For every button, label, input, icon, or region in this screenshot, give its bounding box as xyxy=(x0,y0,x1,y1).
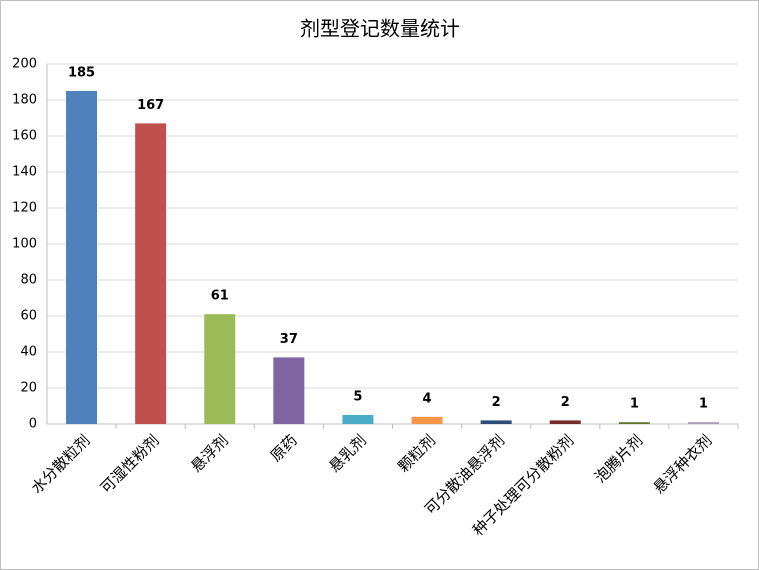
data-label: 185 xyxy=(68,66,95,81)
bar xyxy=(135,123,167,425)
bar xyxy=(480,420,512,424)
bar xyxy=(66,91,98,424)
y-tick-label: 40 xyxy=(20,345,37,360)
y-tick-label: 120 xyxy=(12,201,37,216)
bar xyxy=(204,314,236,424)
bar xyxy=(549,420,581,424)
data-label: 4 xyxy=(423,391,432,406)
data-label: 37 xyxy=(280,332,298,347)
y-tick-label: 140 xyxy=(12,165,37,180)
chart-title: 剂型登记数量统计 xyxy=(300,17,460,41)
y-tick-label: 0 xyxy=(29,417,37,432)
data-label: 5 xyxy=(353,390,362,405)
bar xyxy=(687,422,719,424)
bar xyxy=(342,415,374,424)
y-tick-label: 160 xyxy=(12,129,37,144)
y-tick-label: 60 xyxy=(20,309,37,324)
y-tick-label: 100 xyxy=(12,237,37,252)
data-label: 167 xyxy=(137,98,164,113)
y-tick-label: 20 xyxy=(20,381,37,396)
data-label: 2 xyxy=(561,395,570,410)
bar xyxy=(411,416,443,424)
y-tick-label: 180 xyxy=(12,93,37,108)
data-label: 2 xyxy=(492,395,501,410)
bar xyxy=(273,357,305,424)
data-label: 1 xyxy=(699,397,708,412)
data-label: 61 xyxy=(211,289,229,304)
data-label: 1 xyxy=(630,397,639,412)
y-tick-label: 80 xyxy=(20,273,37,288)
bar xyxy=(618,422,650,424)
y-tick-label: 200 xyxy=(12,57,37,72)
